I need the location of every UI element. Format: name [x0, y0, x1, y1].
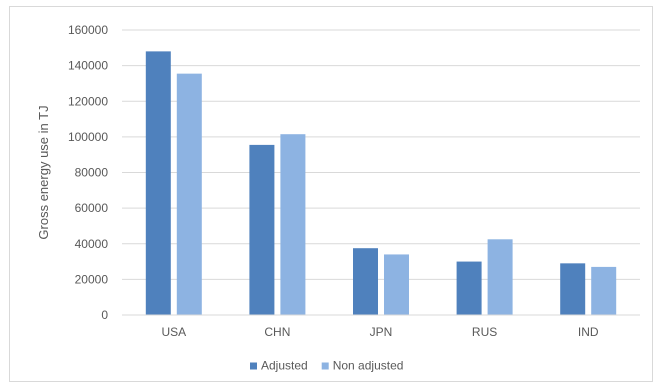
y-axis-ticks: 0 20000 40000 60000 80000 100000 120000 140000 1…	[68, 23, 108, 322]
bar-chn-adjusted	[249, 144, 275, 315]
x-tick-label: RUS	[472, 325, 497, 339]
x-axis-ticks: USA CHN JPN RUS IND	[161, 325, 598, 339]
legend-swatch	[321, 362, 329, 370]
bars	[145, 51, 617, 315]
y-tick-label: 160000	[68, 23, 108, 37]
y-tick-label: 40000	[75, 237, 109, 251]
x-tick-label: CHN	[264, 325, 290, 339]
x-tick-label: IND	[578, 325, 599, 339]
legend-label: Adjusted	[261, 359, 308, 373]
y-tick-label: 0	[101, 308, 108, 322]
y-tick-label: 100000	[68, 130, 108, 144]
bar-rus-non-adjusted	[487, 239, 513, 315]
legend-label: Non adjusted	[333, 359, 404, 373]
legend-swatch	[250, 362, 257, 370]
x-tick-label: USA	[161, 325, 186, 339]
y-tick-label: 80000	[75, 166, 109, 180]
bar-chn-non-adjusted	[280, 134, 306, 315]
y-tick-label: 20000	[75, 272, 109, 286]
bar-jpn-adjusted	[353, 248, 378, 315]
y-axis-title: Gross energy use in TJ	[36, 105, 51, 239]
x-tick-label: JPN	[370, 325, 393, 339]
legend: Adjusted Non adjusted	[250, 359, 403, 373]
y-tick-label: 120000	[68, 94, 108, 108]
chart-frame	[9, 6, 653, 382]
bar-ind-adjusted	[560, 263, 586, 315]
y-tick-label: 60000	[75, 201, 109, 215]
bar-usa-adjusted	[145, 51, 171, 315]
bar-ind-non-adjusted	[591, 266, 617, 315]
bar-jpn-non-adjusted	[384, 254, 409, 315]
bar-usa-non-adjusted	[176, 73, 202, 315]
y-tick-label: 140000	[68, 59, 108, 73]
gridlines	[122, 29, 640, 280]
bar-rus-adjusted	[456, 261, 482, 315]
